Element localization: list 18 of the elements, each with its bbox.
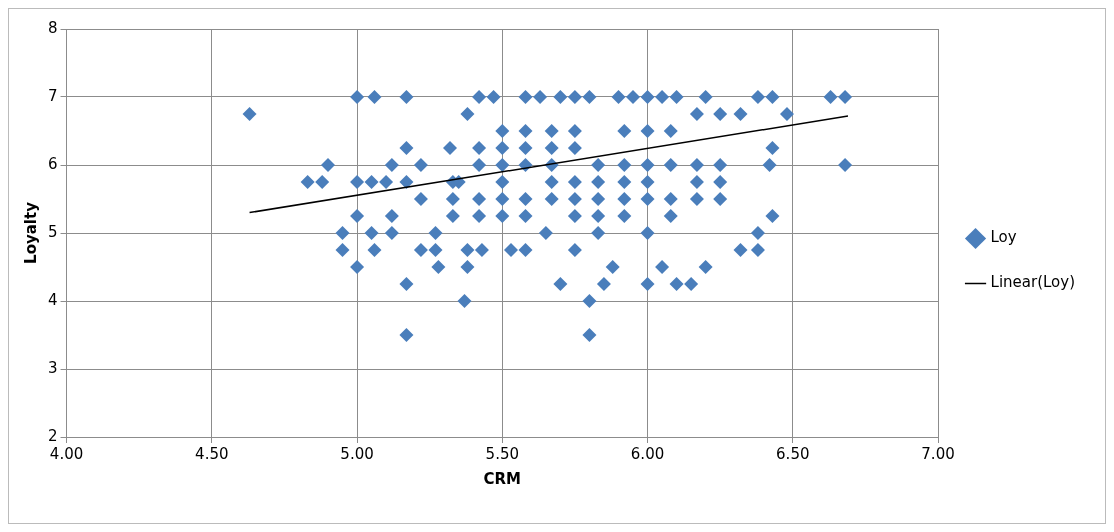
y-tick-label: 6 (48, 154, 58, 173)
x-tick-label: 5.00 (340, 444, 374, 463)
x-axis-title: CRM (483, 469, 522, 488)
legend-label: Loy (990, 228, 1017, 247)
y-tick-label: 7 (48, 86, 58, 105)
x-tick-label: 5.50 (485, 444, 519, 463)
y-tick-label: 8 (48, 18, 58, 37)
y-tick-label: 5 (48, 222, 58, 241)
x-tick-label: 4.50 (195, 444, 229, 463)
y-tick-label: 3 (48, 358, 58, 377)
x-tick-label: 6.00 (630, 444, 665, 463)
y-axis-title: Loyalty (21, 201, 40, 264)
y-tick-label: 2 (48, 426, 58, 445)
y-tick-label: 4 (48, 290, 58, 309)
legend-label: Linear(Loy) (990, 273, 1076, 292)
x-tick-label: 4.00 (49, 444, 84, 463)
x-tick-label: 7.00 (921, 444, 955, 463)
x-tick-label: 6.50 (776, 444, 810, 463)
